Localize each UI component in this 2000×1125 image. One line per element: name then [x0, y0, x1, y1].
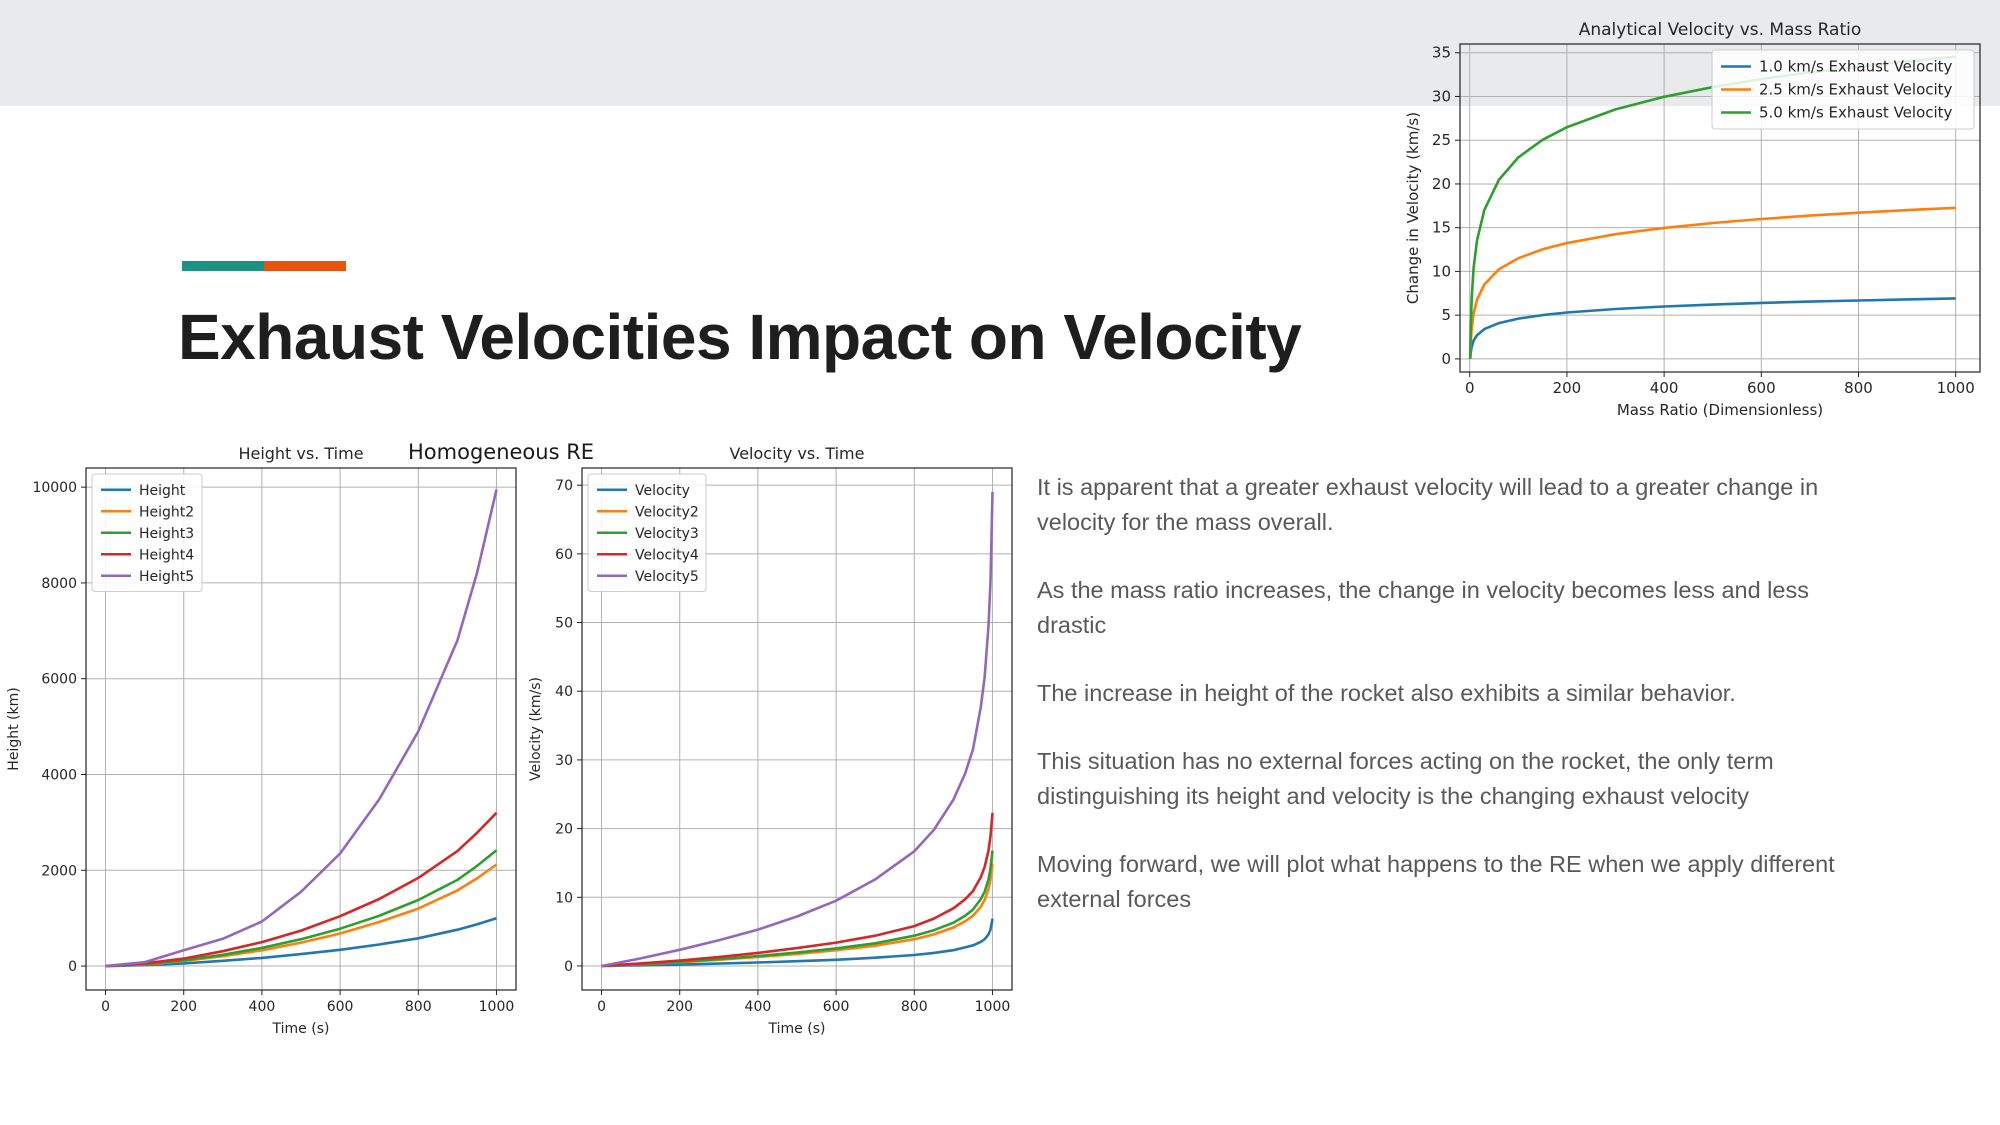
accent-bar: [182, 261, 346, 271]
legend-label: Height3: [139, 526, 194, 542]
y-tick-label: 30: [555, 753, 573, 769]
series-line-4: [105, 811, 498, 968]
y-tick-label: 25: [1432, 131, 1451, 149]
legend-box: [91, 473, 203, 592]
y-tick-label: 30: [1432, 87, 1451, 105]
legend: Velocity Velocity2 Velocity3 Velocity4 Veloc…: [587, 473, 707, 592]
plot-frame: [581, 467, 1013, 991]
x-axis-label: Mass Ratio (Dimensionless): [1617, 401, 1823, 419]
legend: Height Height2 Height3 Height4 Height5: [91, 473, 203, 592]
legend-box: [587, 473, 707, 592]
y-tick-label: 10: [555, 890, 573, 906]
y-tick-label: 50: [555, 616, 573, 632]
chart-title: Analytical Velocity vs. Mass Ratio: [1579, 20, 1862, 40]
y-tick-label: 20: [555, 822, 573, 838]
x-tick-label: 200: [1553, 379, 1582, 397]
note-3: The increase in height of the rocket als…: [1037, 680, 1736, 706]
y-axis-label: Change in Velocity (km/s): [1404, 112, 1422, 304]
y-axis-label: Height (km): [6, 687, 22, 770]
series-line-2: [1468, 206, 1956, 359]
accent-bar-teal: [182, 261, 264, 271]
note-1: It is apparent that a greater exhaust ve…: [1037, 474, 1819, 535]
y-tick-label: 2000: [41, 863, 77, 879]
x-tick-label: 400: [1650, 379, 1679, 397]
legend-label: Height4: [139, 547, 194, 563]
y-tick-label: 20: [1432, 175, 1451, 193]
x-tick-label: 0: [597, 999, 606, 1015]
y-tick-label: 40: [555, 684, 573, 700]
x-tick-label: 600: [327, 999, 354, 1015]
x-tick-label: 800: [1844, 379, 1873, 397]
chart-title: Height vs. Time: [238, 444, 363, 463]
series-line-5: [601, 491, 994, 968]
legend-label: Velocity2: [635, 504, 699, 520]
y-tick-label: 4000: [41, 767, 77, 783]
series-line-2: [105, 863, 498, 968]
x-axis-label: Time (s): [768, 1021, 826, 1037]
plot-frame: [1459, 43, 1981, 373]
series-line-1: [601, 918, 994, 968]
note-4: This situation has no external forces ac…: [1037, 748, 1774, 809]
legend-label: Height5: [139, 569, 194, 585]
series-line-1: [1468, 297, 1956, 360]
y-tick-label: 70: [555, 478, 573, 494]
plot-frame: [85, 467, 517, 991]
legend-label: Height: [139, 483, 186, 499]
x-tick-label: 400: [249, 999, 276, 1015]
legend-label: Velocity: [635, 483, 690, 499]
figure-suptitle: Homogeneous RE: [408, 440, 595, 464]
x-tick-label: 0: [101, 999, 110, 1015]
y-tick-label: 0: [1441, 350, 1451, 368]
y-tick-label: 10000: [32, 480, 77, 496]
notes: It is apparent that a greater exhaust ve…: [1037, 470, 1867, 950]
x-tick-label: 0: [1465, 379, 1475, 397]
chart-title: Velocity vs. Time: [730, 444, 865, 463]
x-tick-label: 200: [666, 999, 693, 1015]
y-tick-label: 5: [1441, 306, 1451, 324]
legend: 1.0 km/s Exhaust Velocity 2.5 km/s Exhaus…: [1711, 49, 1975, 130]
x-tick-label: 1000: [975, 999, 1011, 1015]
legend-label: 5.0 km/s Exhaust Velocity: [1759, 104, 1953, 122]
y-tick-label: 15: [1432, 219, 1451, 237]
series-line-3: [105, 849, 498, 968]
x-axis-label: Time (s): [272, 1021, 330, 1037]
y-tick-label: 6000: [41, 672, 77, 688]
series-line-4: [601, 812, 994, 968]
x-tick-label: 200: [170, 999, 197, 1015]
legend-box: [1711, 49, 1975, 130]
y-tick-label: 10: [1432, 262, 1451, 280]
velocity-time-chart: 0 200 400 600 800 1000 0 10 20 30 40 50 60 70 Velocity…: [528, 444, 1013, 1037]
x-tick-label: 400: [745, 999, 772, 1015]
x-tick-label: 800: [901, 999, 928, 1015]
legend-label: Velocity3: [635, 526, 699, 542]
x-tick-label: 600: [1747, 379, 1776, 397]
legend-label: 2.5 km/s Exhaust Velocity: [1759, 81, 1953, 99]
series-line-5: [105, 489, 498, 968]
accent-bar-orange: [264, 261, 346, 271]
x-tick-label: 600: [823, 999, 850, 1015]
series-line-1: [105, 916, 497, 968]
y-tick-label: 0: [68, 959, 77, 975]
y-tick-label: 8000: [41, 576, 77, 592]
note-5: Moving forward, we will plot what happen…: [1037, 851, 1835, 912]
legend-label: Velocity4: [635, 547, 699, 563]
mass-ratio-chart: 0 200 400 600 800 1000 0 5 10 15 20 25 30 35 Analytica…: [1404, 20, 1981, 419]
y-tick-label: 35: [1432, 44, 1451, 62]
legend-label: Velocity5: [635, 569, 699, 585]
legend-label: 1.0 km/s Exhaust Velocity: [1759, 58, 1953, 76]
height-time-chart: 0 200 400 600 800 10000200040006000800010000H…: [6, 444, 517, 1037]
x-tick-label: 1000: [1937, 379, 1975, 397]
series-line-3: [601, 850, 994, 968]
y-tick-label: 60: [555, 547, 573, 563]
x-tick-label: 800: [405, 999, 432, 1015]
legend-label: Height2: [139, 504, 194, 520]
series-line-2: [601, 863, 994, 968]
slide-title: Exhaust Velocities Impact on Velocity: [178, 301, 1302, 373]
x-tick-label: 1000: [479, 999, 515, 1015]
y-tick-label: 0: [564, 959, 573, 975]
note-2: As the mass ratio increases, the change …: [1037, 577, 1809, 638]
y-axis-label: Velocity (km/s): [528, 677, 544, 781]
